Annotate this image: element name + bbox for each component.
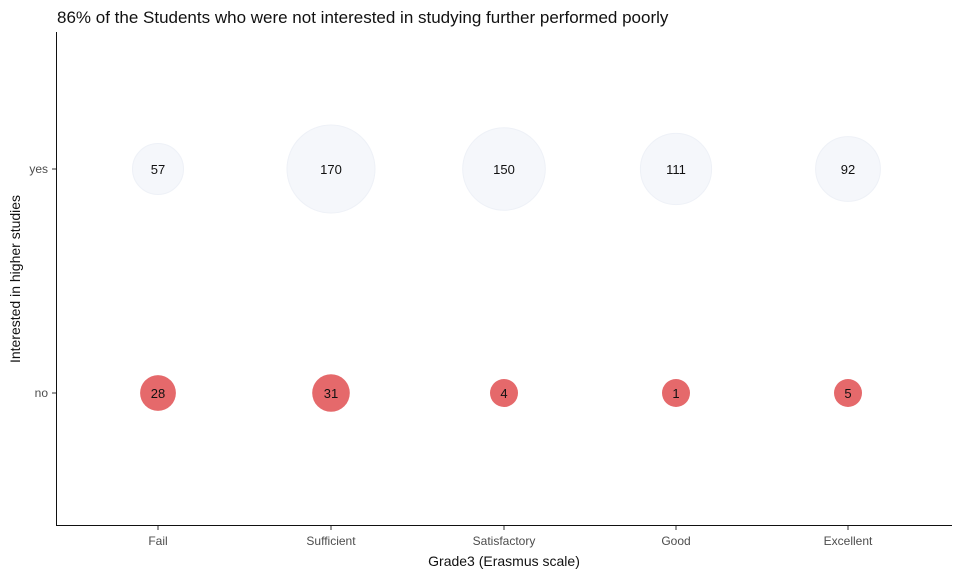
bubble-yes [639, 132, 713, 206]
x-axis-title: Grade3 (Erasmus scale) [428, 553, 580, 569]
bubble-value-label: 92 [841, 162, 855, 177]
bubble-value-label: 1 [672, 386, 679, 401]
bubble-no [490, 379, 518, 407]
bubble-yes [286, 124, 376, 214]
y-tick-label: yes [29, 162, 48, 176]
x-tick-label: Sufficient [306, 534, 356, 548]
y-axis-ticks: no yes [29, 162, 56, 400]
bubble-value-label: 150 [493, 162, 515, 177]
bubble-no [662, 379, 690, 407]
bubble-value-label: 111 [666, 162, 686, 177]
bubble-value-label: 170 [320, 162, 342, 177]
bubble-layer: 57 170 150 111 92 28 31 4 1 5 [132, 124, 881, 412]
bubble-yes [132, 143, 184, 195]
bubble-yes [815, 136, 881, 202]
bubble-value-label: 57 [151, 162, 165, 177]
x-tick-label: Satisfactory [473, 534, 536, 548]
x-tick-label: Excellent [824, 534, 873, 548]
bubble-value-label: 31 [324, 386, 338, 401]
bubble-value-label: 5 [844, 386, 851, 401]
bubble-no [140, 375, 176, 411]
bubble-yes [462, 127, 546, 211]
x-axis-ticks: Fail Sufficient Satisfactory Good Excellent [148, 526, 873, 548]
chart-title: 86% of the Students who were not interes… [57, 8, 669, 27]
y-axis-title: Interested in higher studies [7, 195, 23, 363]
bubble-no [834, 379, 862, 407]
bubble-value-label: 4 [500, 386, 507, 401]
bubble-value-label: 28 [151, 386, 165, 401]
x-tick-label: Good [661, 534, 690, 548]
bubble-no [312, 374, 350, 412]
y-tick-label: no [35, 386, 49, 400]
x-tick-label: Fail [148, 534, 167, 548]
